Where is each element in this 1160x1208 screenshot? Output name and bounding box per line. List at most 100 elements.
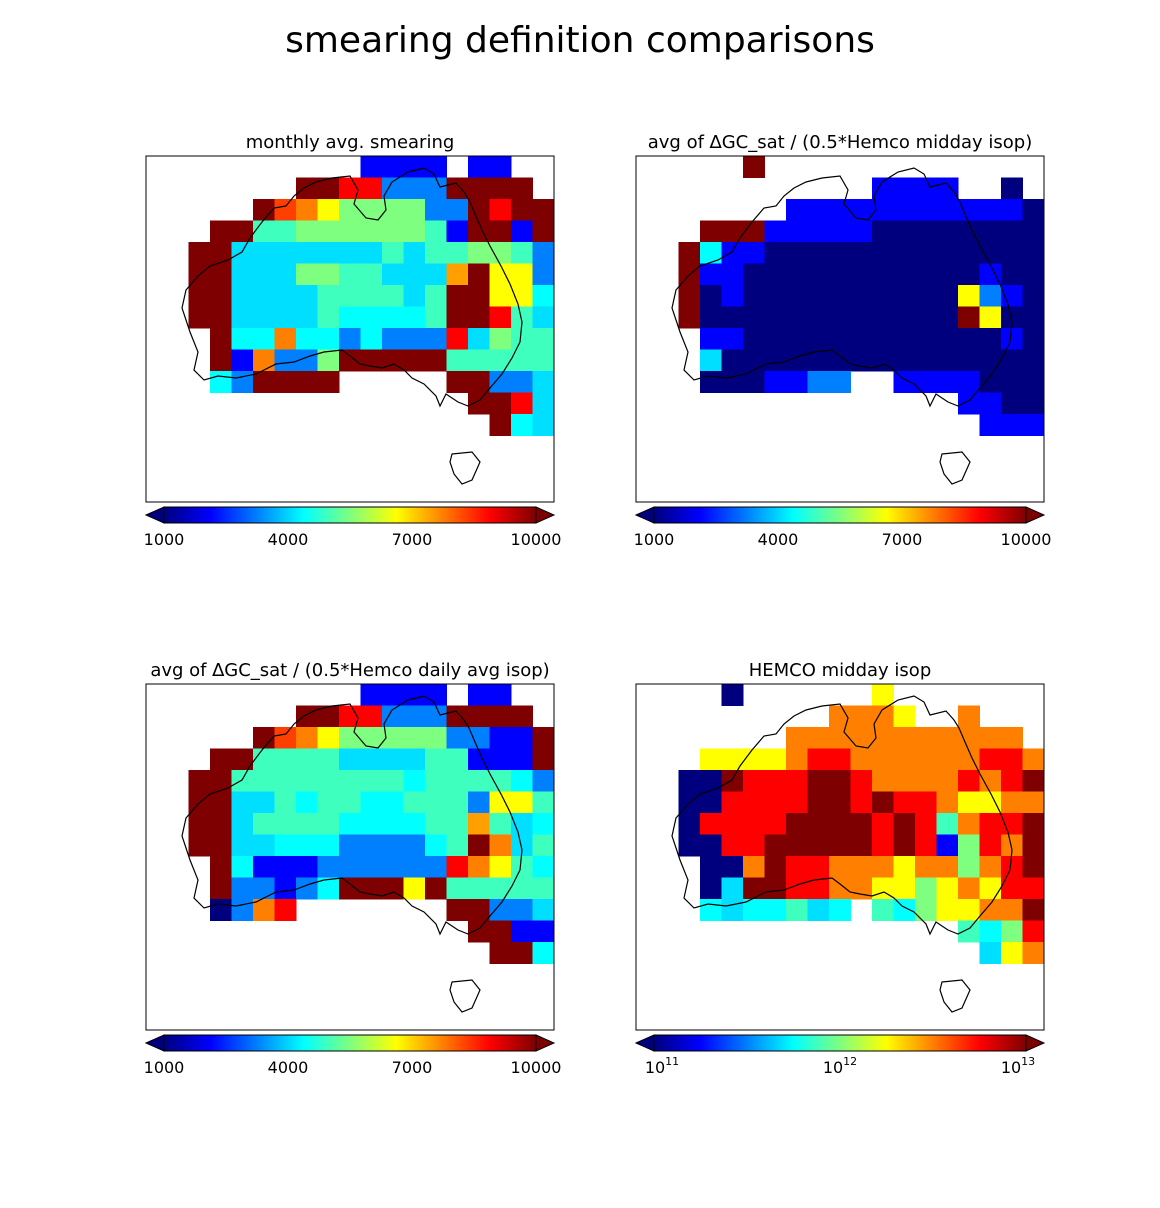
- heatmap-cell: [339, 770, 361, 792]
- heatmap-cell: [1044, 749, 1066, 771]
- heatmap-cell: [404, 727, 426, 749]
- heatmap-cell: [210, 264, 232, 286]
- heatmap-cell: [851, 749, 873, 771]
- heatmap-cell: [468, 856, 490, 878]
- heatmap-cell: [872, 792, 894, 814]
- heatmap-cell: [361, 328, 383, 350]
- heatmap-cell: [829, 350, 851, 372]
- heatmap-cell: [1023, 264, 1045, 286]
- heatmap-cell: [980, 899, 1002, 921]
- heatmap-cell: [743, 264, 765, 286]
- heatmap-cell: [679, 307, 701, 329]
- heatmap-cell: [490, 792, 512, 814]
- heatmap-cell: [722, 835, 744, 857]
- heatmap-cell: [597, 350, 619, 372]
- heatmap-cell: [490, 328, 512, 350]
- heatmap-cell: [296, 727, 318, 749]
- panel-title: avg of ∆GC_sat / (0.5*Hemco daily avg is…: [150, 660, 549, 681]
- heatmap-cell: [382, 770, 404, 792]
- heatmap-cell: [253, 221, 275, 243]
- heatmap-cell: [1044, 285, 1066, 307]
- heatmap-cell: [490, 178, 512, 200]
- heatmap-cell: [275, 727, 297, 749]
- heatmap-cell: [232, 285, 254, 307]
- heatmap-cell: [576, 414, 598, 436]
- colorbar-tick-label: 1011: [645, 1055, 679, 1077]
- heatmap-cell: [980, 414, 1002, 436]
- heatmap-cell: [597, 921, 619, 943]
- heatmap-cell: [894, 899, 916, 921]
- heatmap-cell: [722, 242, 744, 264]
- coastline-tasmania: [450, 452, 480, 484]
- heatmap-cell: [275, 221, 297, 243]
- heatmap-cell: [765, 285, 787, 307]
- heatmap-cell: [743, 878, 765, 900]
- heatmap-cell: [1044, 792, 1066, 814]
- heatmap-cell: [210, 221, 232, 243]
- heatmap-cell: [597, 479, 619, 501]
- heatmap-cell: [958, 264, 980, 286]
- heatmap-cell: [1066, 985, 1088, 1007]
- heatmap-cell: [915, 856, 937, 878]
- heatmap-cell: [447, 221, 469, 243]
- heatmap-cell: [980, 371, 1002, 393]
- heatmap-cell: [253, 242, 275, 264]
- heatmap-cell: [915, 350, 937, 372]
- heatmap-cell: [275, 878, 297, 900]
- heatmap-cell: [318, 307, 340, 329]
- heatmap-cell: [511, 199, 533, 221]
- heatmap-cell: [533, 835, 555, 857]
- heatmap-cell: [533, 285, 555, 307]
- map-panel-3: avg of ∆GC_sat / (0.5*Hemco daily avg is…: [144, 660, 662, 1077]
- colorbar: 1000 4000 7000 10000: [634, 507, 1052, 549]
- heatmap-cell: [1023, 221, 1045, 243]
- heatmap-cell: [425, 792, 447, 814]
- heatmap-cell: [490, 706, 512, 728]
- heatmap-cell: [425, 199, 447, 221]
- heatmap-cell: [1023, 770, 1045, 792]
- heatmap-cell: [958, 878, 980, 900]
- heatmap-cell: [296, 178, 318, 200]
- colorbar-extend-low: [146, 507, 164, 523]
- heatmap-cell: [765, 749, 787, 771]
- heatmap-cell: [425, 856, 447, 878]
- heatmap-cell: [511, 414, 533, 436]
- heatmap-cell: [490, 199, 512, 221]
- heatmap-cell: [808, 835, 830, 857]
- heatmap-cell: [958, 285, 980, 307]
- heatmap-cell: [490, 856, 512, 878]
- heatmap-cell: [829, 221, 851, 243]
- heatmap-cell: [597, 942, 619, 964]
- heatmap-cell: [1087, 285, 1109, 307]
- heatmap-cell: [894, 792, 916, 814]
- heatmap-cell: [722, 307, 744, 329]
- heatmap-cell: [511, 792, 533, 814]
- heatmap-cell: [404, 199, 426, 221]
- colorbar-tick-label: 1000: [144, 530, 185, 549]
- heatmap-cell: [958, 371, 980, 393]
- heatmap-cell: [937, 749, 959, 771]
- heatmap-cell: [210, 792, 232, 814]
- heatmap-cell: [232, 350, 254, 372]
- colorbar-extend-high: [1026, 507, 1044, 523]
- heatmap-cell: [425, 178, 447, 200]
- heatmap-cell: [722, 285, 744, 307]
- heatmap-cell: [1001, 856, 1023, 878]
- heatmap-cell: [851, 856, 873, 878]
- heatmap-cell: [554, 770, 576, 792]
- heatmap-cell: [722, 792, 744, 814]
- heatmap-cell: [743, 221, 765, 243]
- heatmap-cell: [404, 285, 426, 307]
- heatmap-cell: [533, 878, 555, 900]
- heatmap-cell: [829, 770, 851, 792]
- colorbar-extend-low: [636, 507, 654, 523]
- heatmap-cell: [554, 414, 576, 436]
- heatmap-cell: [597, 835, 619, 857]
- heatmap-cell: [253, 770, 275, 792]
- heatmap-cell: [1066, 899, 1088, 921]
- heatmap-cell: [829, 264, 851, 286]
- heatmap-cell: [872, 221, 894, 243]
- heatmap-cell: [253, 749, 275, 771]
- heatmap-cell: [1001, 328, 1023, 350]
- heatmap-cell: [597, 500, 619, 522]
